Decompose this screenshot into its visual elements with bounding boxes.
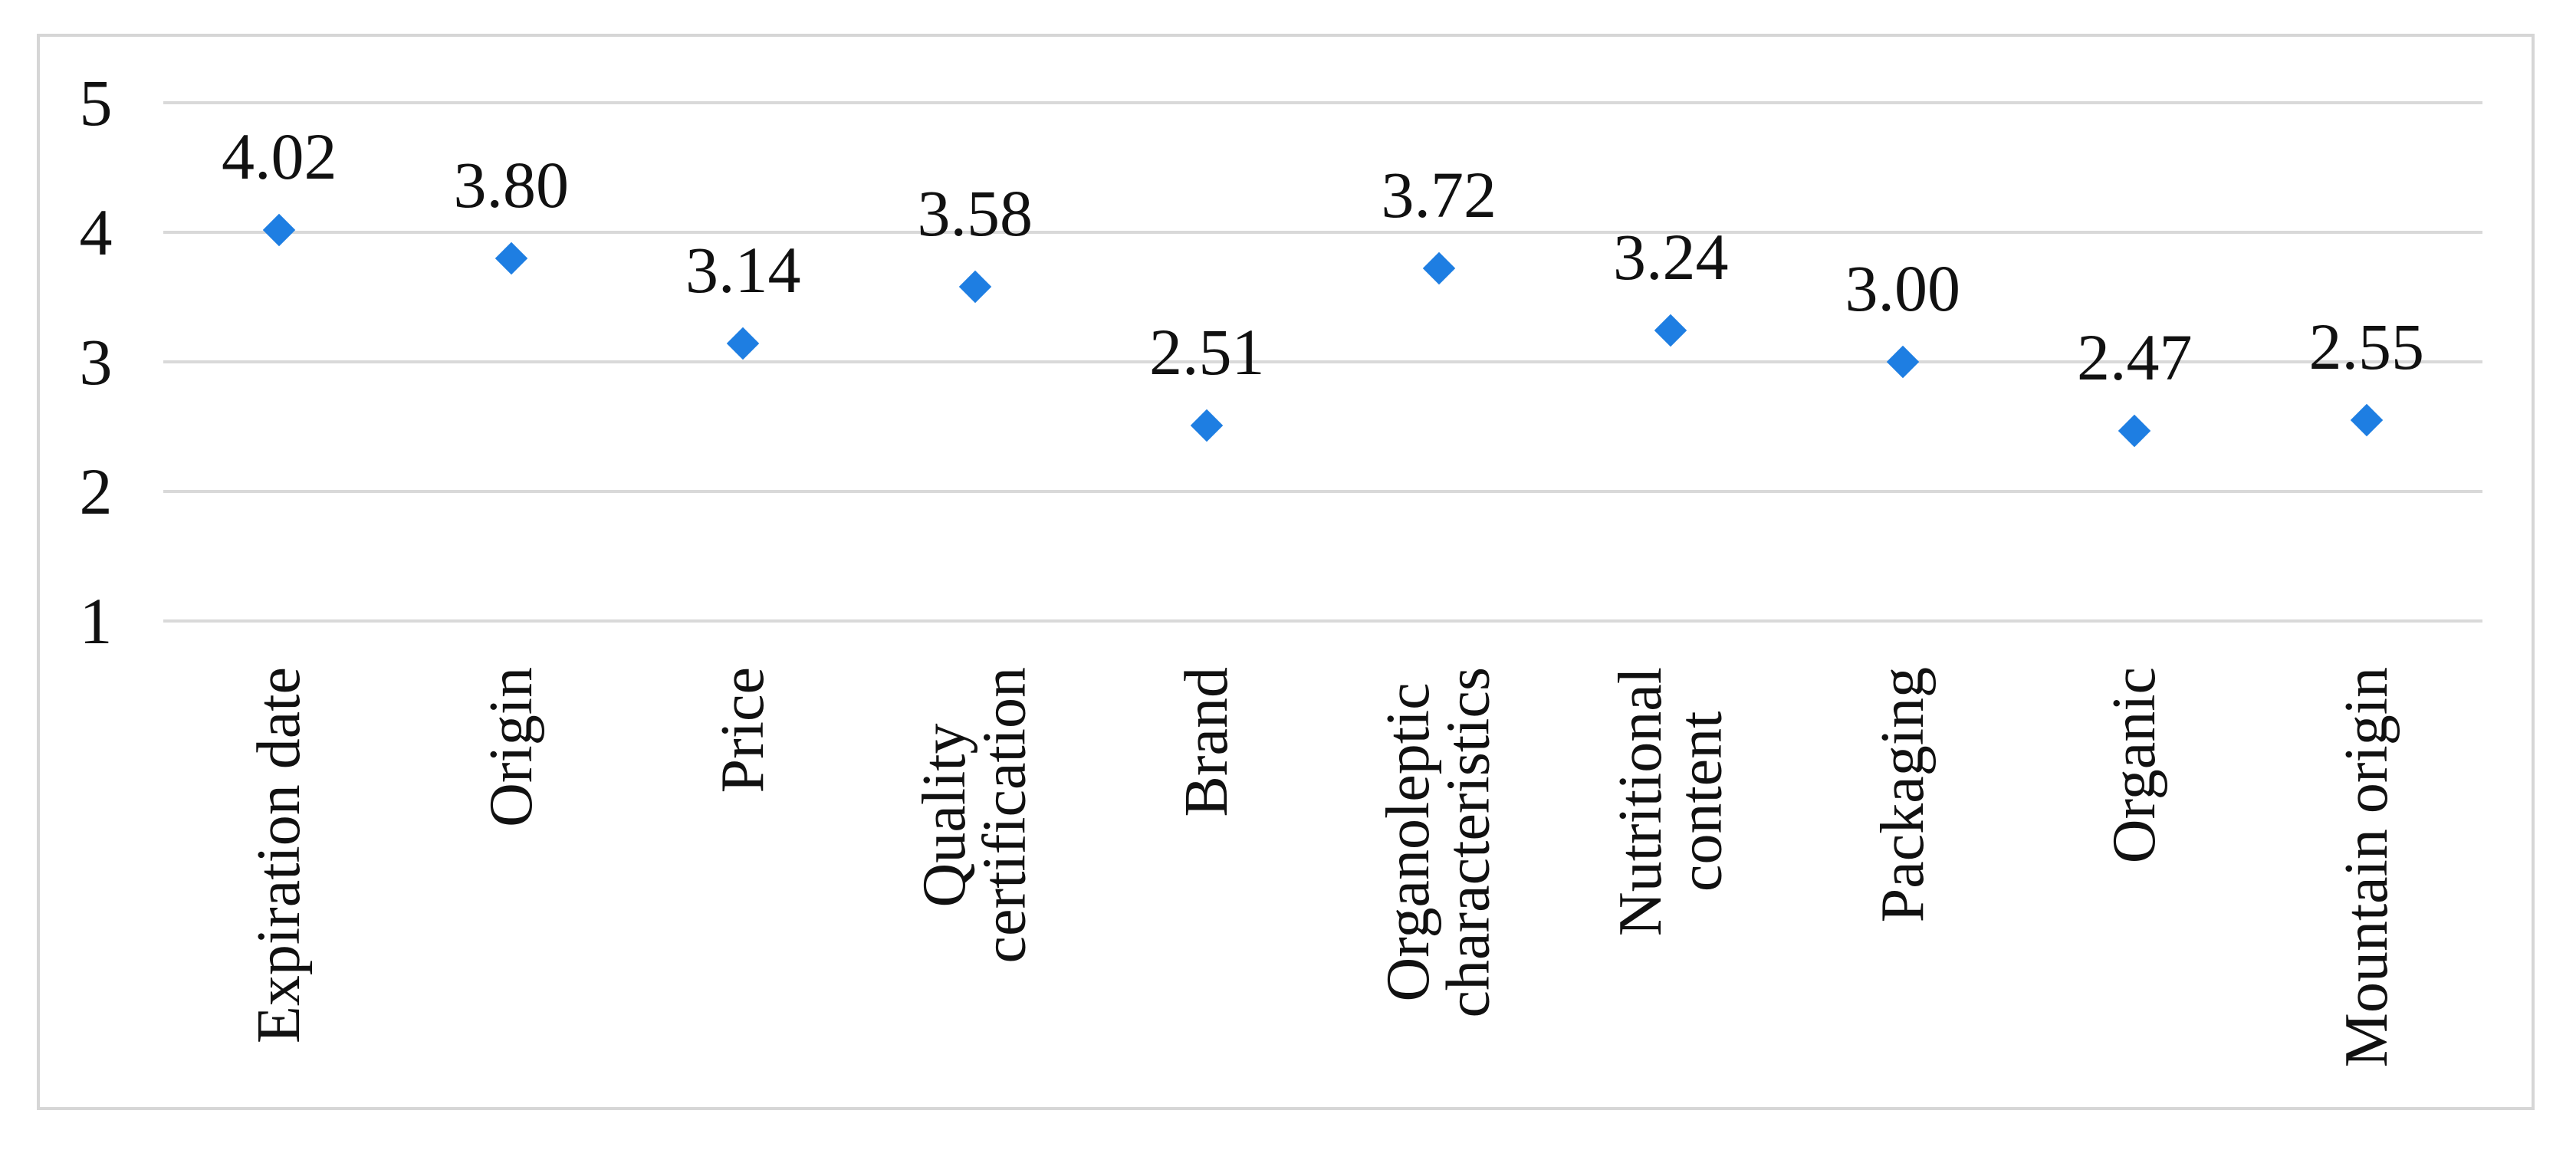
gridline (163, 619, 2482, 623)
data-point-value-label: 2.47 (2077, 320, 2193, 394)
category-label: Mountain origin (2332, 667, 2400, 1068)
y-tick-label: 1 (79, 584, 113, 658)
category-label: Organoleptic characteristics (1375, 667, 1503, 1018)
data-point-value-label: 2.55 (2308, 310, 2425, 384)
category-label: Brand (1173, 667, 1241, 817)
category-label: Packaging (1868, 667, 1937, 923)
data-point-value-label: 3.80 (453, 147, 570, 222)
category-label: Expiration date (245, 667, 314, 1043)
data-point-value-label: 3.14 (685, 233, 801, 307)
data-point-marker (958, 270, 991, 304)
category-label-cell: Origin (396, 667, 628, 1107)
data-point-value-label: 4.02 (222, 119, 337, 193)
data-point-marker (727, 327, 760, 360)
data-point-marker (1422, 252, 1455, 285)
data-point-marker (263, 213, 296, 246)
category-label-cell: Nutritional content (1555, 667, 1787, 1107)
category-label-cell: Organic (2019, 667, 2251, 1107)
category-label-cell: Packaging (1787, 667, 2019, 1107)
data-point-value-label: 3.24 (1613, 220, 1729, 294)
data-point-value-label: 3.58 (917, 176, 1033, 250)
y-tick-label: 5 (79, 66, 113, 140)
category-label: Origin (477, 667, 545, 827)
category-label: Quality certification (911, 667, 1039, 964)
chart-figure: 4.02 3.80 3.14 3.58 2.51 3.72 3.24 3.00 2.47 2.55… (37, 34, 2535, 1110)
category-label-cell: Quality certification (859, 667, 1092, 1107)
data-point-marker (1654, 314, 1687, 347)
y-tick-label: 4 (79, 196, 113, 269)
category-label-cell: Mountain origin (2251, 667, 2483, 1107)
gridline (163, 360, 2482, 363)
category-label: Nutritional content (1606, 667, 1735, 937)
data-point-value-label: 3.00 (1845, 251, 1961, 325)
data-point-value-label: 3.72 (1381, 158, 1497, 232)
category-label-cell: Organoleptic characteristics (1323, 667, 1556, 1107)
data-point-marker (2118, 414, 2151, 447)
data-point-marker (495, 242, 527, 275)
y-tick-label: 2 (79, 455, 113, 528)
y-tick-label: 3 (79, 325, 113, 399)
data-point-value-label: 2.51 (1149, 314, 1265, 389)
category-label-cell: Price (627, 667, 859, 1107)
category-label: Organic (2101, 667, 2169, 864)
gridline (163, 231, 2482, 234)
data-point-marker (1191, 409, 1224, 442)
gridline (163, 490, 2482, 493)
data-point-marker (2350, 403, 2383, 437)
category-label-cell: Brand (1091, 667, 1323, 1107)
category-label-cell: Expiration date (163, 667, 396, 1107)
category-label: Price (709, 667, 777, 794)
data-point-marker (1886, 345, 1919, 379)
gridline (163, 101, 2482, 104)
